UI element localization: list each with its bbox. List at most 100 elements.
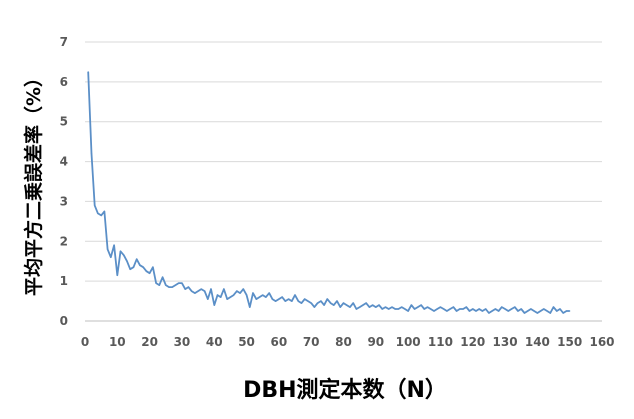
data-point: [168, 286, 170, 288]
data-point: [149, 272, 151, 274]
data-point: [462, 308, 464, 310]
data-point: [171, 286, 173, 288]
data-point: [223, 288, 225, 290]
y-tick-label: 6: [60, 75, 68, 89]
data-point: [239, 292, 241, 294]
data-point: [213, 304, 215, 306]
data-point: [229, 296, 231, 298]
y-tick-label: 7: [60, 35, 68, 49]
data-point: [375, 306, 377, 308]
data-point: [249, 306, 251, 308]
data-point: [265, 296, 267, 298]
data-point: [465, 306, 467, 308]
data-point: [339, 306, 341, 308]
data-point: [391, 306, 393, 308]
data-point: [113, 244, 115, 246]
data-point: [397, 308, 399, 310]
data-point: [110, 256, 112, 258]
data-point: [165, 284, 167, 286]
data-point: [478, 308, 480, 310]
data-point: [333, 304, 335, 306]
data-point: [481, 310, 483, 312]
data-point: [498, 310, 500, 312]
series-line-0: [87, 71, 570, 314]
y-tick-label: 2: [60, 234, 68, 248]
data-point: [494, 308, 496, 310]
data-point: [420, 304, 422, 306]
data-point: [359, 306, 361, 308]
data-point: [252, 292, 254, 294]
data-point: [297, 300, 299, 302]
y-tick-label: 5: [60, 115, 68, 129]
data-point: [126, 260, 128, 262]
data-point: [530, 308, 532, 310]
data-point: [258, 296, 261, 298]
data-point: [330, 302, 332, 304]
data-point: [200, 288, 202, 290]
data-point: [278, 298, 280, 300]
x-tick-label: 120: [460, 335, 485, 349]
data-point: [94, 204, 96, 206]
data-point: [472, 308, 474, 310]
data-point: [388, 308, 390, 310]
data-point: [107, 248, 109, 250]
data-point: [204, 290, 206, 292]
x-tick-label: 10: [109, 335, 126, 349]
data-point: [485, 308, 487, 310]
data-point: [540, 310, 542, 312]
y-tick-labels: 0 1 2 3 4 5 6 7: [60, 35, 68, 328]
data-point: [116, 274, 118, 276]
data-point: [507, 310, 509, 312]
y-tick-label: 1: [60, 274, 68, 288]
data-point: [132, 266, 135, 268]
x-tick-label: 30: [174, 335, 191, 349]
data-point: [155, 282, 157, 284]
x-tick-label: 70: [303, 335, 320, 349]
data-point: [119, 250, 122, 252]
data-point: [562, 312, 564, 314]
data-point: [100, 214, 102, 216]
data-point: [355, 308, 357, 310]
x-tick-label: 160: [589, 335, 614, 349]
data-point: [417, 306, 419, 308]
data-point: [501, 306, 503, 308]
data-point: [307, 300, 309, 302]
data-point: [268, 292, 270, 294]
data-point: [365, 302, 367, 304]
data-point: [184, 288, 186, 290]
data-point: [446, 310, 448, 312]
data-point: [414, 308, 416, 310]
x-tick-label: 0: [81, 335, 89, 349]
data-point: [145, 270, 147, 272]
data-point: [565, 310, 568, 312]
data-point: [468, 310, 471, 312]
data-point: [87, 71, 89, 73]
x-tick-label: 140: [525, 335, 550, 349]
data-point: [401, 306, 403, 308]
data-point: [423, 308, 425, 310]
data-point: [352, 302, 354, 304]
data-point: [517, 310, 519, 312]
data-point: [271, 298, 273, 300]
data-point: [194, 292, 196, 294]
data-point: [174, 284, 177, 286]
data-point: [346, 304, 348, 306]
data-point: [556, 310, 558, 312]
data-point: [536, 312, 539, 314]
y-tick-label: 3: [60, 194, 68, 208]
data-point: [410, 304, 412, 306]
data-point: [152, 266, 154, 268]
data-point: [304, 298, 306, 300]
data-point: [136, 258, 138, 260]
data-point: [430, 308, 432, 310]
data-point: [520, 308, 522, 310]
data-point: [242, 288, 244, 290]
x-tick-label: 130: [493, 335, 518, 349]
x-tick-label: 100: [396, 335, 421, 349]
data-point: [349, 306, 351, 308]
x-tick-label: 80: [335, 335, 352, 349]
x-tick-label: 50: [238, 335, 255, 349]
data-point: [233, 294, 235, 296]
data-point: [452, 306, 454, 308]
